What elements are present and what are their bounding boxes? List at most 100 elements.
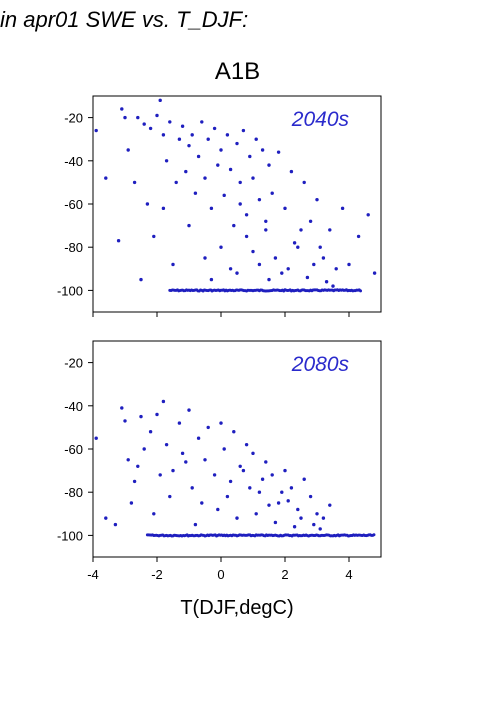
data-point [328,503,332,507]
data-point [203,458,207,462]
data-point [168,494,172,499]
y-tick-label: -60 [64,442,83,457]
data-point [164,442,169,447]
data-point [225,133,230,137]
y-tick-label: -60 [64,197,83,212]
data-point [372,533,376,537]
data-point [132,479,137,484]
data-point [203,176,207,180]
data-point [180,124,185,128]
data-point [347,262,351,267]
x-tick-label: -2 [151,567,163,582]
data-point [120,406,124,410]
data-point [292,241,297,245]
data-point [184,169,188,174]
data-point [196,436,201,440]
data-point [148,126,153,131]
data-point [235,516,239,520]
data-point [241,468,246,473]
data-point [180,451,185,456]
data-point [142,122,146,126]
data-point [206,137,210,141]
data-point [120,107,124,111]
data-point [158,473,162,477]
data-point [209,206,214,211]
data-point [328,228,332,232]
x-tick-label: -4 [87,567,99,582]
data-point [177,421,182,425]
data-point [312,262,316,267]
data-point [289,486,294,490]
data-point [257,262,262,267]
data-point [228,267,233,271]
data-point [273,256,278,260]
data-point [152,512,156,516]
data-point [232,430,236,434]
data-point [321,256,326,260]
data-point [190,486,194,490]
data-point [222,193,226,198]
data-point [244,234,249,239]
data-point [305,275,310,280]
data-point [238,464,242,468]
data-point [212,126,217,131]
data-point [257,197,262,202]
page-title: in apr01 SWE vs. T_DJF: [0,7,249,32]
data-point [254,512,258,516]
data-point [235,271,239,275]
x-tick-label: 4 [345,567,352,582]
data-point [251,451,255,456]
data-point [113,522,118,527]
data-point [139,414,143,419]
data-point [315,512,319,516]
data-point [132,180,137,185]
data-point [296,507,300,512]
data-point [161,206,166,211]
data-point [232,223,236,228]
data-point [228,479,233,484]
x-tick-label: 2 [281,567,288,582]
data-point [280,271,284,275]
data-point [228,167,233,172]
data-point [264,228,268,232]
scenario-label: A1B [214,58,261,85]
data-point [216,507,220,512]
data-point [206,425,210,430]
data-point [251,176,255,180]
y-tick-label: -100 [57,528,83,543]
data-point [359,289,363,293]
data-point [161,399,166,404]
data-point [94,436,98,440]
data-point [219,245,223,249]
data-point [318,527,322,531]
data-point [276,150,281,154]
data-point [286,499,290,503]
data-point [270,191,274,195]
data-point [171,468,175,473]
data-point [331,284,335,288]
data-point [222,447,226,451]
data-point [129,501,134,505]
y-tick-label: -40 [64,154,83,169]
data-point [280,490,284,494]
data-point [315,197,319,202]
data-point [184,460,188,464]
data-point [148,430,153,434]
data-point [116,239,121,243]
data-point [244,213,249,217]
data-point [174,180,178,185]
data-point [139,277,143,282]
data-point [264,219,268,223]
data-point [225,494,230,499]
data-point [324,280,329,284]
data-point [340,206,345,211]
data-point [142,447,146,451]
data-point [334,267,338,271]
data-point [235,141,239,146]
data-point [168,120,172,124]
data-point [145,202,150,206]
panel-label: 2040s [291,108,350,131]
data-point [193,522,198,527]
